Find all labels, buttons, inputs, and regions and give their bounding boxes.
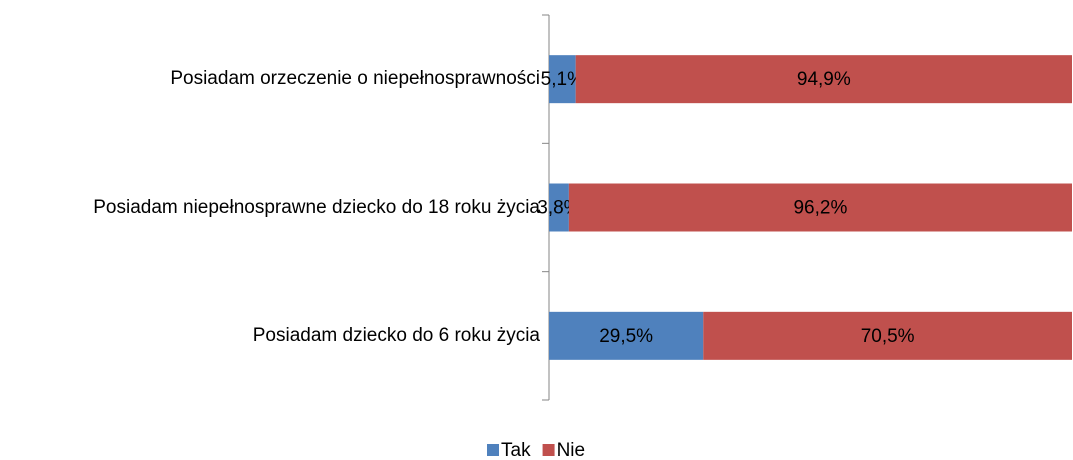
value-label: 70,5% [861, 326, 915, 347]
bar-segment [549, 183, 569, 232]
category-label: Posiadam niepełnosprawne dziecko do 18 r… [0, 168, 540, 248]
category-text: Posiadam niepełnosprawne dziecko do 18 r… [93, 196, 540, 218]
bar-segment [568, 183, 1072, 232]
value-label: 29,5% [599, 326, 653, 347]
category-text: Posiadam orzeczenie o niepełnosprawności [170, 68, 540, 90]
value-label: 5,1% [541, 69, 584, 90]
bar-segment [575, 55, 1072, 104]
category-text: Posiadam dziecko do 6 roku życia [252, 324, 540, 346]
legend-swatch [542, 444, 555, 456]
legend-swatch [487, 444, 499, 456]
bar-segment [703, 311, 1072, 360]
bar-segment [549, 311, 704, 360]
category-label: Posiadam orzeczenie o niepełnosprawności [0, 39, 540, 119]
value-label: 96,2% [793, 198, 847, 219]
value-label: 94,9% [797, 69, 851, 90]
bar-segment [549, 55, 576, 104]
legend-label: Tak [501, 440, 531, 460]
legend-label: Nie [557, 440, 586, 460]
category-label: Posiadam dziecko do 6 roku życia [0, 296, 540, 376]
